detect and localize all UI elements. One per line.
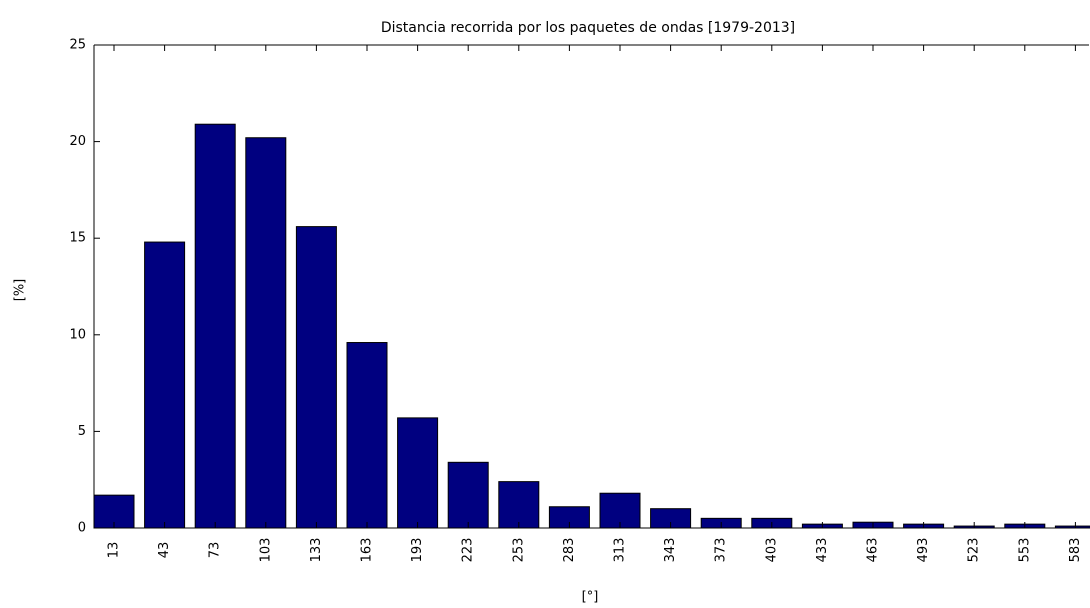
bar [498,481,540,529]
y-tick-label: 25 [69,38,86,53]
bar [447,461,489,529]
x-tick-label: 343 [663,538,678,563]
x-tick-label: 553 [1017,538,1032,563]
y-tick-label: 15 [69,231,86,246]
x-tick-label: 403 [764,538,779,563]
x-tick-label: 13 [107,542,122,559]
y-tick-label: 5 [78,424,86,439]
x-tick-label: 193 [410,538,425,563]
y-axis-label: [%] [13,279,28,302]
x-axis-label: [°] [582,590,599,605]
x-tick-label: 283 [562,538,577,563]
bar [194,123,236,529]
x-tick-label: 433 [815,538,830,563]
x-tick-label: 73 [208,542,223,559]
x-tick-label: 493 [916,538,931,563]
y-tick-label: 0 [78,521,86,536]
bar [245,137,287,529]
x-tick-label: 43 [157,542,172,559]
y-tick-label: 20 [69,134,86,149]
bar [144,241,186,529]
x-tick-label: 253 [511,538,526,563]
x-tick-label: 313 [613,538,628,563]
x-tick-label: 463 [866,538,881,563]
x-tick-label: 373 [714,538,729,563]
bar [295,226,337,529]
chart-title: Distancia recorrida por los paquetes de … [381,20,795,36]
x-tick-label: 103 [258,538,273,563]
bar [397,417,439,529]
x-tick-label: 223 [461,538,476,563]
x-tick-label: 133 [309,538,324,563]
y-tick-label: 10 [69,327,86,342]
x-tick-label: 523 [967,538,982,563]
x-tick-label: 163 [360,538,375,563]
bar [346,342,388,529]
x-tick-label: 583 [1068,538,1083,563]
